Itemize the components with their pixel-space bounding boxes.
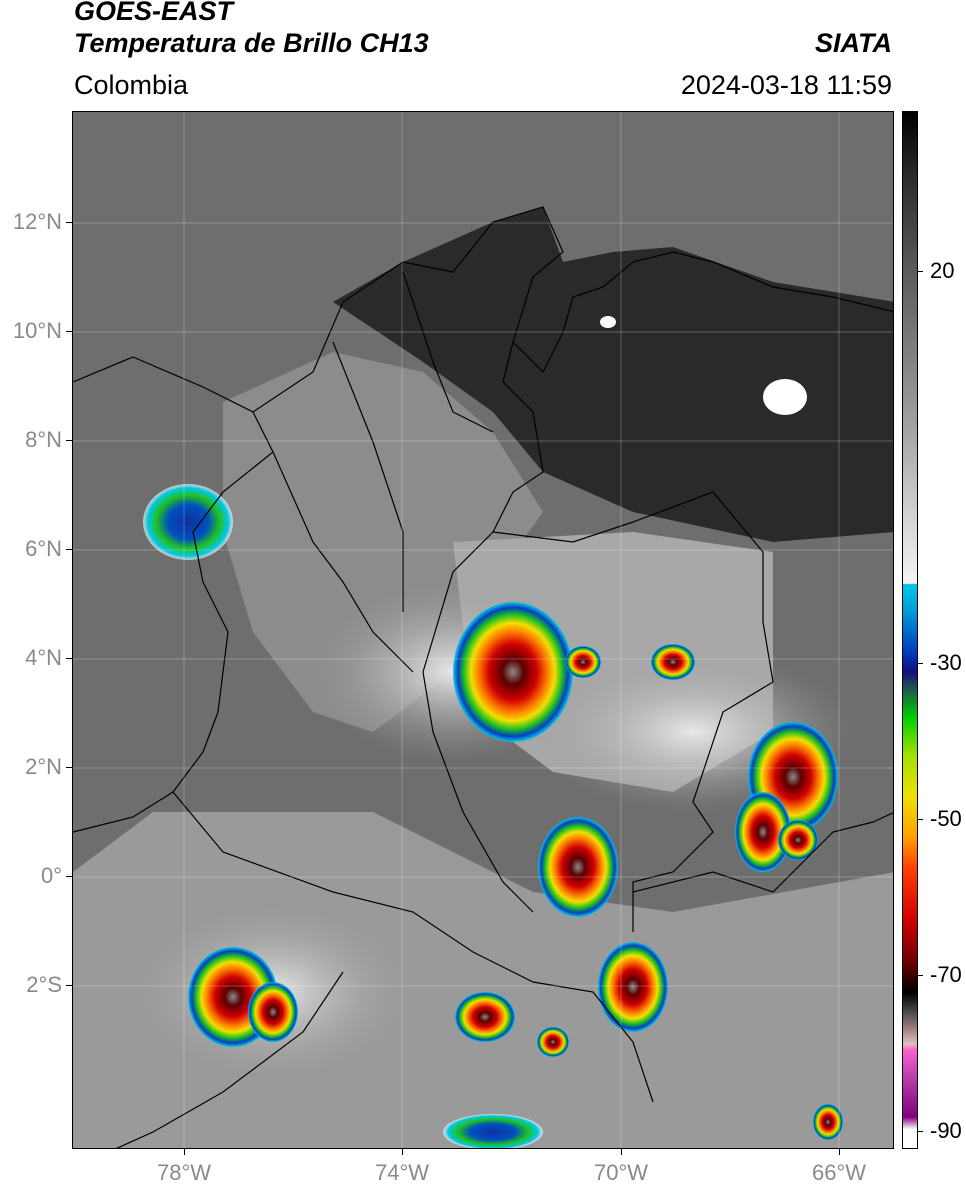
colorbar-tick <box>918 271 923 272</box>
colorbar-label-minus30: -30 <box>930 650 962 675</box>
map-panel[interactable] <box>72 111 894 1149</box>
lat-label-6n: 6°N <box>25 536 62 561</box>
colorbar-tick <box>918 1131 923 1132</box>
colorbar-label-20: 20 <box>930 258 955 283</box>
lon-tick <box>184 1149 185 1155</box>
lat-tick <box>66 549 72 550</box>
colorbar-label-minus70: -70 <box>930 962 962 987</box>
lon-label-70w: 70°W <box>593 1160 649 1185</box>
source-label: SIATA <box>815 28 892 58</box>
lat-label-0: 0° <box>40 863 62 888</box>
lat-tick <box>66 876 72 877</box>
lat-label-12n: 12°N <box>12 209 62 234</box>
colorbar <box>902 111 918 1149</box>
lat-label-10n: 10°N <box>12 318 62 343</box>
timestamp: 2024-03-18 11:59 <box>680 70 892 100</box>
title-product: Temperatura de Brillo CH13 <box>74 28 429 58</box>
title-satellite: GOES-EAST <box>74 0 234 26</box>
lon-label-78w: 78°W <box>156 1160 212 1185</box>
lon-tick <box>839 1149 840 1155</box>
lat-label-8n: 8°N <box>25 427 62 452</box>
lat-tick <box>66 331 72 332</box>
lat-tick <box>66 440 72 441</box>
lat-tick <box>66 658 72 659</box>
colorbar-tick <box>918 975 923 976</box>
colorbar-label-minus50: -50 <box>930 806 962 831</box>
lat-label-4n: 4°N <box>25 645 62 670</box>
lon-tick <box>621 1149 622 1155</box>
colorbar-tick <box>918 663 923 664</box>
satellite-map <box>73 112 893 1148</box>
lat-tick <box>66 222 72 223</box>
lon-label-66w: 66°W <box>811 1160 867 1185</box>
lat-label-2s: 2°S <box>26 972 62 997</box>
lon-tick <box>402 1149 403 1155</box>
colorbar-tick <box>918 819 923 820</box>
lat-tick <box>66 767 72 768</box>
lat-tick <box>66 985 72 986</box>
lat-label-2n: 2°N <box>25 754 62 779</box>
lon-label-74w: 74°W <box>374 1160 430 1185</box>
colorbar-label-minus90: -90 <box>930 1118 962 1143</box>
region-label: Colombia <box>74 70 189 100</box>
